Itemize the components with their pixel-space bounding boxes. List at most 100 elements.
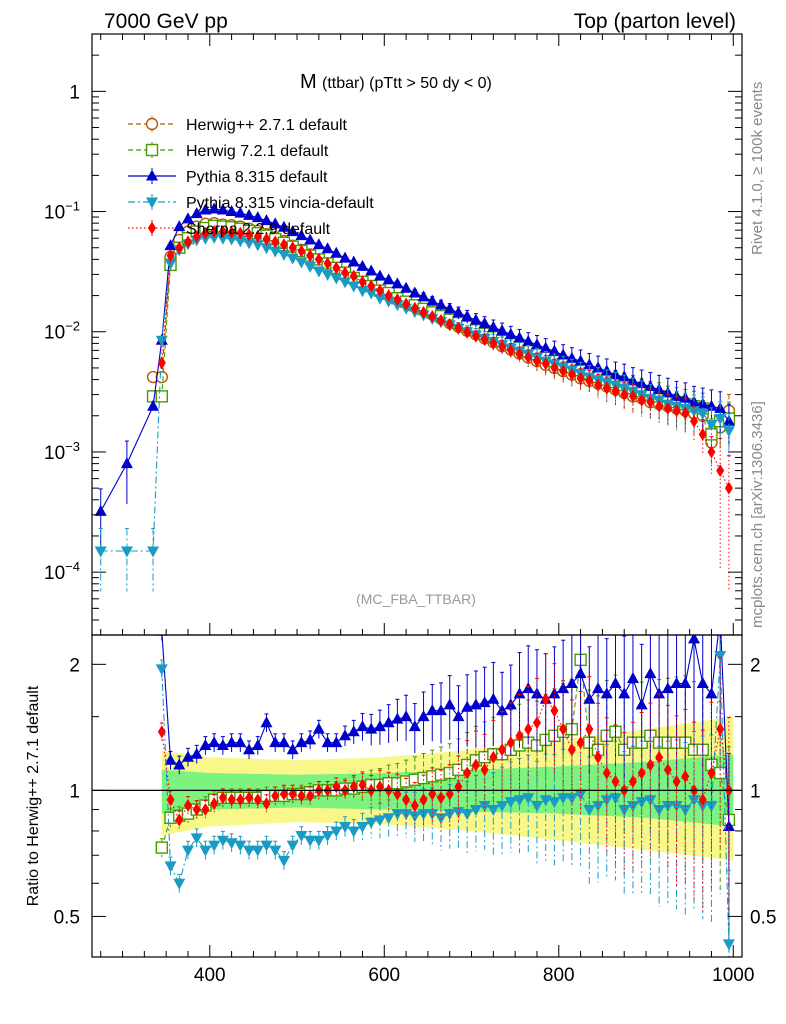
main-s4-point xyxy=(410,301,419,315)
main-s4-point xyxy=(332,261,341,275)
ratio-s1-point xyxy=(269,736,282,748)
ratio-s3-point xyxy=(210,797,219,811)
ratio-s2-point xyxy=(199,845,212,857)
main-s4-point xyxy=(576,371,585,385)
ratio-s2-point xyxy=(356,821,369,833)
ratio-s3-point xyxy=(681,769,690,783)
main-s4-point xyxy=(166,249,175,263)
ratio-s3-point xyxy=(655,750,664,764)
legend-label: Herwig 7.2.1 default xyxy=(186,143,329,160)
ratio-s2-point xyxy=(469,805,482,817)
plot-title-sub: (ttbar) (pTtt > 50 dy < 0) xyxy=(322,75,492,92)
legend-entry: Pythia 8.315 default xyxy=(128,168,328,186)
main-s2-point xyxy=(208,202,221,214)
ratio-s1-point xyxy=(452,710,465,722)
main-s3-point xyxy=(225,234,238,246)
ratio-s1-point xyxy=(653,687,666,699)
ratio-s3-point xyxy=(166,793,175,807)
ratio-s2-point xyxy=(443,809,456,821)
ratio-s2-point xyxy=(583,805,596,817)
ratio-s2-point xyxy=(312,835,325,847)
ratio-s1-point xyxy=(339,729,352,741)
ratio-s3-point xyxy=(253,793,262,807)
ratio-s1-point xyxy=(661,682,674,694)
main-s2-point xyxy=(190,207,203,219)
main-s4-point xyxy=(358,275,367,289)
main-s4-point xyxy=(192,230,201,244)
main-s4-point xyxy=(707,445,716,459)
ratio-s2-point xyxy=(260,840,273,852)
ratio-s2-point xyxy=(321,831,334,843)
main-s2-point xyxy=(400,281,413,293)
main-s0-series xyxy=(146,216,736,465)
main-s4-point xyxy=(323,256,332,270)
main-s4-point xyxy=(288,241,297,255)
ratio-s2-point xyxy=(365,817,378,829)
ratio-s1-point xyxy=(705,687,718,699)
main-s2-point xyxy=(461,309,474,321)
main-s4-point xyxy=(349,269,358,283)
y-tick-label: 10−2 xyxy=(44,319,80,344)
ratio-s2-point xyxy=(530,801,543,813)
ratio-s3-point xyxy=(157,725,166,739)
main-s3-point xyxy=(251,240,264,252)
ratio-s3-point xyxy=(271,789,280,803)
x-tick-label: 400 xyxy=(194,965,226,986)
ratio-s1-point xyxy=(644,667,657,679)
main-s2-point xyxy=(120,457,133,469)
ratio-s1-point xyxy=(679,676,692,688)
ratio-s2-point xyxy=(600,795,613,807)
ratio-s1-point xyxy=(277,736,290,748)
main-s4-point xyxy=(532,354,541,368)
main-s4-point xyxy=(489,336,498,350)
ratio-s2-point xyxy=(644,795,657,807)
main-s4-point xyxy=(314,252,323,266)
ratio-s1-point xyxy=(696,676,709,688)
ratio-s1-point xyxy=(600,687,613,699)
main-s3-point xyxy=(295,257,308,269)
ratio-s2-point xyxy=(164,861,177,873)
legend-marker xyxy=(148,221,156,235)
ratio-s2-point xyxy=(208,840,221,852)
y-tick-label: 10−3 xyxy=(44,439,80,464)
main-s2-point xyxy=(583,358,596,370)
ratio-s3-point xyxy=(419,793,428,807)
main-s4-line xyxy=(161,231,730,489)
ratio-s2-point xyxy=(225,838,238,850)
ratio-s2-series xyxy=(155,635,735,957)
main-s4-point xyxy=(663,401,672,415)
ratio-s3-point xyxy=(559,722,568,736)
main-s4-point xyxy=(611,384,620,398)
ratio-s1-point xyxy=(173,758,186,770)
ratio-s3-point xyxy=(602,766,611,780)
ratio-s1-point xyxy=(417,710,430,722)
main-s4-point xyxy=(454,321,463,335)
main-s0-line xyxy=(153,222,730,444)
main-s3-point xyxy=(260,243,273,255)
main-s3-point xyxy=(120,546,133,558)
main-s2-point xyxy=(417,290,430,302)
ratio-s2-point xyxy=(373,815,386,827)
main-s2-point xyxy=(286,225,299,237)
main-s2-point xyxy=(574,354,587,366)
main-s2-point xyxy=(251,211,264,223)
ratio-s1-point xyxy=(426,704,439,716)
main-s4-series xyxy=(157,225,733,591)
main-s4-point xyxy=(602,381,611,395)
main-s2-point xyxy=(592,361,605,373)
ratio-y-tick-label-right: 2 xyxy=(750,655,761,676)
rivet-label: Rivet 4.1.0, ≥ 100k events xyxy=(749,82,766,255)
ratio-s1-point xyxy=(609,676,622,688)
main-s3-point xyxy=(373,293,386,305)
main-s4-point xyxy=(262,232,271,246)
ratio-ylabel: Ratio to Herwig++ 2.7.1 default xyxy=(25,685,42,906)
legend-entry: Herwig++ 2.7.1 default xyxy=(128,116,348,134)
ratio-s1-point xyxy=(443,698,456,710)
main-s2-point xyxy=(426,294,439,306)
ratio-s3-point xyxy=(698,793,707,807)
ratio-panel-frame xyxy=(91,634,743,958)
main-s4-point xyxy=(175,241,184,255)
ratio-s3-point xyxy=(463,766,472,780)
main-s3-point xyxy=(269,246,282,258)
